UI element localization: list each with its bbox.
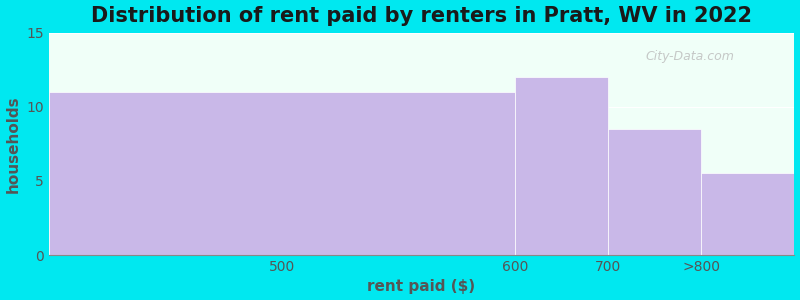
Bar (702, 173, 794, 255)
Bar (49, 92, 514, 255)
Bar (514, 77, 608, 255)
Text: City-Data.com: City-Data.com (646, 50, 734, 64)
Title: Distribution of rent paid by renters in Pratt, WV in 2022: Distribution of rent paid by renters in … (91, 6, 752, 26)
X-axis label: rent paid ($): rent paid ($) (367, 279, 475, 294)
Bar (608, 129, 702, 255)
Y-axis label: households: households (6, 95, 21, 193)
